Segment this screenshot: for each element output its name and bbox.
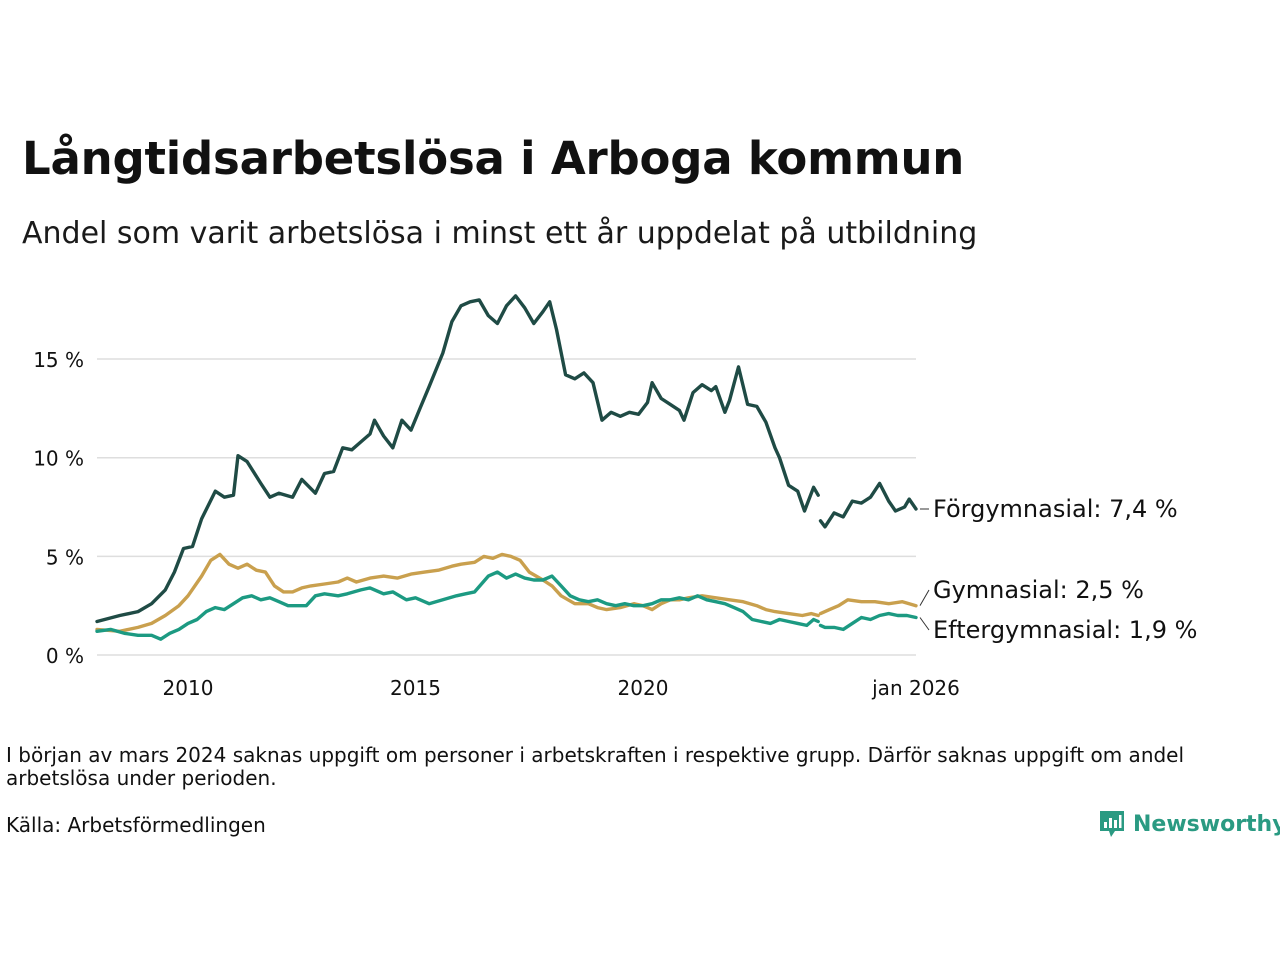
chart-subtitle: Andel som varit arbetslösa i minst ett å…: [22, 216, 978, 251]
series-line-gymnasial: [95, 552, 918, 633]
x-tick-label: jan 2026: [871, 676, 960, 700]
logo-text: Newsworthy: [1133, 811, 1280, 837]
y-axis-ticks: 0 % 5 % 10 % 15 %: [33, 348, 84, 668]
series-label-eftergymnasial: Eftergymnasial: 1,9 %: [933, 616, 1197, 644]
y-tick-label: 10 %: [33, 447, 84, 471]
source-text: Källa: Arbetsförmedlingen: [6, 813, 266, 837]
label-connector: [919, 589, 930, 606]
series-lines: [95, 294, 918, 641]
newsworthy-logo: Newsworthy: [1098, 808, 1280, 840]
footnote: I början av mars 2024 saknas uppgift om …: [6, 743, 1185, 790]
series-line-förgymnasial: [95, 294, 918, 624]
y-tick-label: 5 %: [46, 545, 84, 569]
series-label-gymnasial: Gymnasial: 2,5 %: [933, 576, 1144, 604]
series-label-förgymnasial: Förgymnasial: 7,4 %: [933, 495, 1178, 523]
line-chart: 0 % 5 % 10 % 15 % 2010 2015 2020 jan 2026 Förg…: [33, 294, 1197, 700]
x-axis-ticks: 2010 2015 2020 jan 2026: [163, 676, 960, 700]
series-line-eftergymnasial: [95, 570, 918, 641]
label-connector: [919, 617, 930, 631]
bar-chart-icon: [1100, 811, 1124, 837]
chart-title: Långtidsarbetslösa i Arboga kommun: [22, 132, 965, 185]
x-tick-label: 2015: [390, 676, 441, 700]
grid-lines: [97, 358, 916, 656]
y-tick-label: 0 %: [46, 644, 84, 668]
x-tick-label: 2010: [163, 676, 214, 700]
x-tick-label: 2020: [618, 676, 669, 700]
y-tick-label: 15 %: [33, 348, 84, 372]
series-labels: Förgymnasial: 7,4 % Gymnasial: 2,5 % Efter…: [919, 495, 1197, 644]
